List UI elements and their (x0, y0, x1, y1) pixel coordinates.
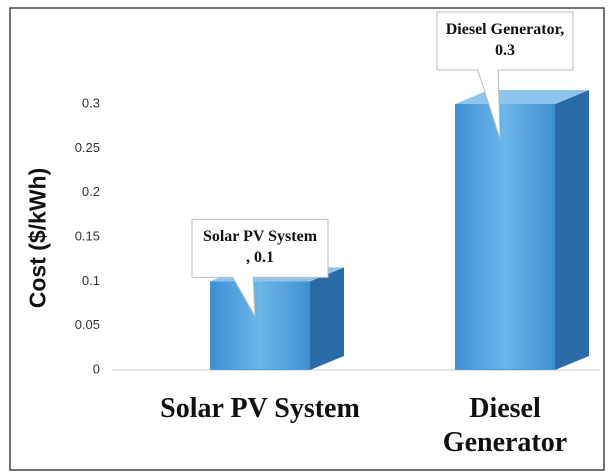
x-tick-label: Solar PV System (160, 393, 360, 424)
y-tick-label: 0.15 (75, 228, 100, 243)
y-axis-label: Cost ($/kWh) (24, 167, 51, 309)
y-tick-label: 0.1 (82, 273, 100, 288)
data-label: Solar PV System , 0.1 (202, 228, 318, 267)
data-label: Diesel Generator, 0.3 (445, 21, 565, 59)
x-tick-label: Diesel Generator (442, 393, 568, 458)
bar (455, 104, 555, 370)
y-tick-label: 0.05 (75, 317, 100, 332)
y-tick-label: 0.2 (82, 184, 100, 199)
callout-box (191, 218, 329, 317)
y-tick-label: 0.25 (75, 140, 100, 155)
bar-color (210, 369, 310, 370)
y-tick-label: 0.3 (82, 95, 100, 110)
bar-color (455, 369, 555, 370)
bar-side (310, 267, 344, 370)
y-tick-label: 0 (93, 361, 100, 376)
bar (210, 281, 310, 370)
frame (9, 7, 605, 471)
bar-side (555, 90, 589, 370)
callout-box (436, 11, 574, 140)
